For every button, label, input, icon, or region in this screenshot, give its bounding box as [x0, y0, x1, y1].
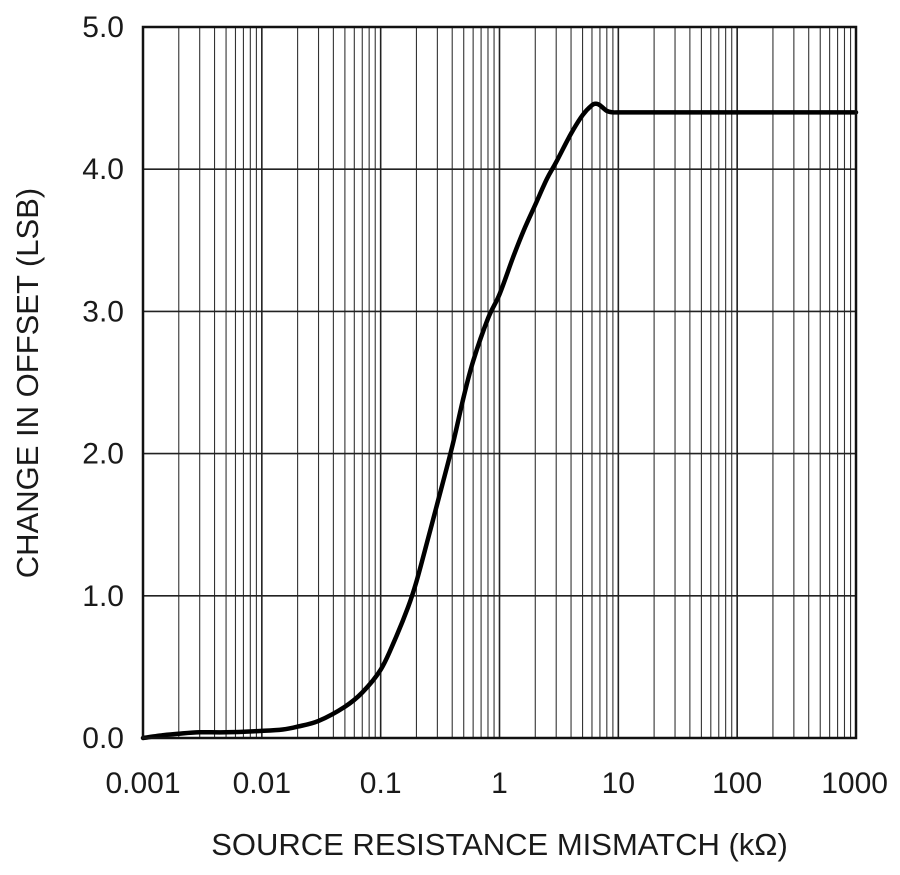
y-tick-label: 3.0	[82, 295, 124, 328]
y-axis-title: CHANGE IN OFFSET (LSB)	[10, 188, 45, 578]
x-tick-label: 100	[712, 767, 762, 800]
data-series	[140, 101, 859, 741]
y-tick-label: 5.0	[82, 11, 124, 44]
series-line	[140, 101, 859, 741]
plot-frame	[141, 25, 858, 740]
x-tick-label: 10	[602, 767, 635, 800]
x-tick-label: 1000	[821, 767, 888, 800]
grid-lines	[142, 26, 856, 739]
y-tick-label: 0.0	[82, 722, 124, 755]
x-tick-label: 0.01	[233, 767, 291, 800]
y-tick-label: 2.0	[82, 438, 124, 471]
y-tick-label: 1.0	[82, 580, 124, 613]
y-tick-labels: 0.0 1.0 2.0 3.0 4.0 5.0	[82, 11, 124, 755]
x-axis-title: SOURCE RESISTANCE MISMATCH (kΩ)	[211, 827, 788, 862]
x-tick-label: 0.001	[105, 767, 180, 800]
x-tick-labels: 0.001 0.01 0.1 1 10 100 1000	[105, 767, 888, 800]
x-tick-label: 1	[491, 767, 508, 800]
y-tick-label: 4.0	[82, 153, 124, 186]
x-tick-label: 0.1	[360, 767, 402, 800]
